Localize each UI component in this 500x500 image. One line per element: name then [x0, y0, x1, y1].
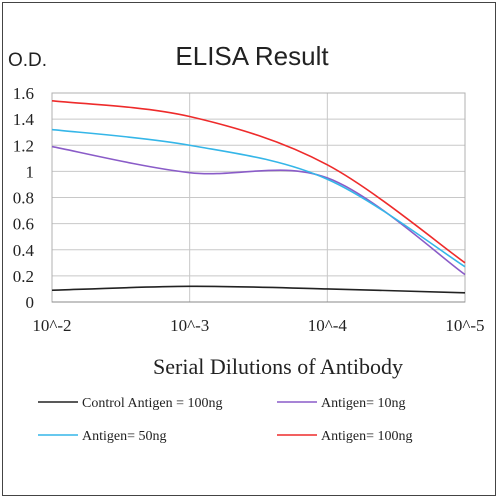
series-line-antigen-50ng: [51, 128, 466, 268]
series-lines: [51, 100, 466, 294]
y-tick-label: 0.8: [13, 189, 34, 208]
legend-item: Antigen= 50ng: [38, 429, 167, 444]
plot-border: [51, 92, 466, 303]
y-axis-label: O.D.: [8, 50, 47, 71]
y-tick-label: 1.2: [13, 136, 34, 155]
y-tick-labels: 0 0.2 0.4 0.6 0.8 1 1.2 1.4 1.6: [13, 84, 35, 312]
x-tick-label: 10^-5: [445, 316, 484, 335]
x-tick-label: 10^-4: [308, 316, 348, 335]
x-tick-label: 10^-3: [170, 316, 209, 335]
legend: Control Antigen = 100ng Antigen= 10ng Anti…: [38, 396, 413, 444]
y-tick-label: 0.2: [13, 267, 34, 286]
grid: [51, 92, 466, 303]
x-axis-label: Serial Dilutions of Antibody: [153, 354, 403, 379]
legend-label: Control Antigen = 100ng: [82, 396, 223, 411]
y-tick-label: 0.4: [13, 241, 35, 260]
legend-item: Antigen= 100ng: [277, 429, 413, 444]
legend-item: Control Antigen = 100ng: [38, 396, 223, 411]
y-tick-label: 0.6: [13, 215, 34, 234]
series-line-antigen-100ng: [51, 100, 466, 264]
y-tick-label: 0: [26, 293, 35, 312]
legend-label: Antigen= 10ng: [321, 396, 406, 411]
y-tick-label: 1.4: [13, 110, 35, 129]
legend-label: Antigen= 50ng: [82, 429, 167, 444]
chart-frame: [2, 2, 496, 496]
series-line-control-antigen-100ng: [51, 285, 466, 294]
y-tick-label: 1.6: [13, 84, 34, 103]
x-tick-labels: 10^-2 10^-3 10^-4 10^-5: [32, 316, 484, 335]
x-tick-label: 10^-2: [32, 316, 71, 335]
chart-title: ELISA Result: [175, 41, 329, 71]
series-line-antigen-10ng: [51, 145, 466, 276]
legend-label: Antigen= 100ng: [321, 429, 413, 444]
y-tick-label: 1: [26, 162, 35, 181]
legend-item: Antigen= 10ng: [277, 396, 406, 411]
